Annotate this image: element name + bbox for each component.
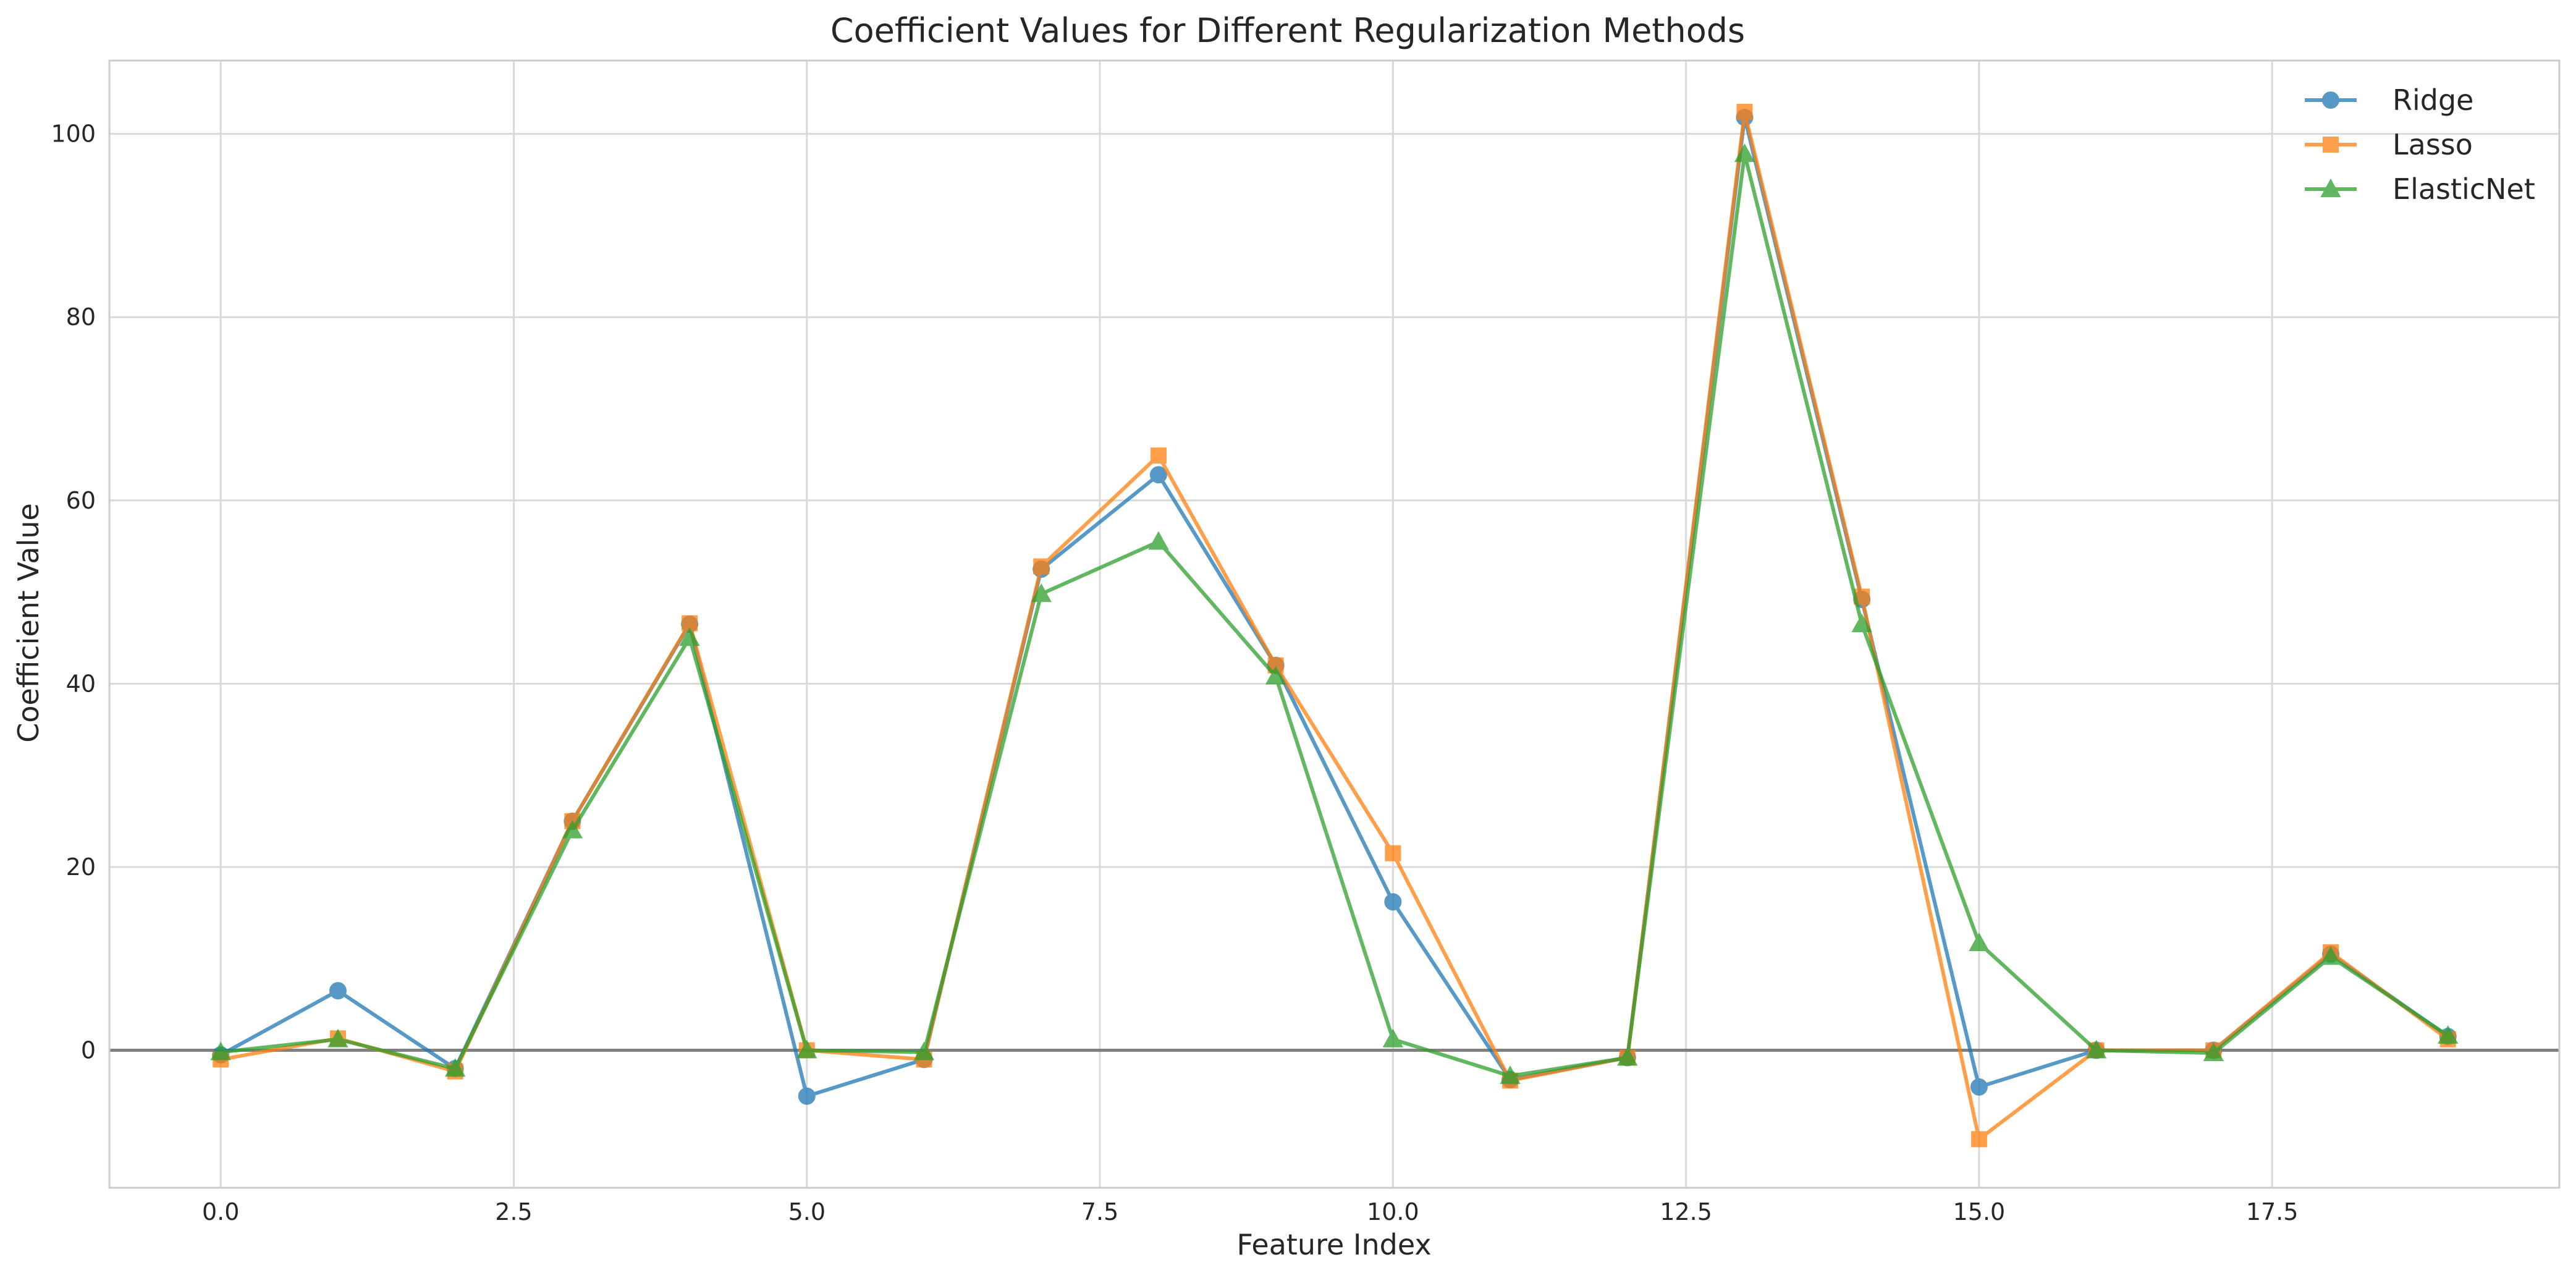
- data-point-elasticnet: [327, 1028, 348, 1047]
- data-point-elasticnet: [2320, 946, 2341, 965]
- x-tick-label: 15.0: [1953, 1198, 2006, 1225]
- data-point-elasticnet: [1148, 531, 1169, 550]
- data-point-elasticnet: [1265, 666, 1286, 685]
- legend-swatch-elasticnet: [2305, 178, 2357, 197]
- legend-marker-elasticnet: [2320, 178, 2341, 197]
- data-point-ridge: [1149, 466, 1167, 484]
- y-tick-label: 100: [51, 121, 96, 148]
- y-tick-label: 20: [66, 853, 96, 881]
- data-point-elasticnet: [796, 1039, 817, 1059]
- data-point-elasticnet: [210, 1041, 231, 1060]
- x-tick-label: 7.5: [1081, 1198, 1118, 1225]
- data-point-elasticnet: [562, 819, 583, 839]
- legend-marker-lasso: [2323, 137, 2339, 153]
- data-point-elasticnet: [1851, 613, 1872, 632]
- legend-marker-ridge: [2322, 91, 2339, 109]
- data-point-lasso: [1970, 1131, 1987, 1148]
- data-point-elasticnet: [1734, 143, 1755, 163]
- data-point-elasticnet: [2203, 1042, 2224, 1062]
- data-point-ridge: [1384, 893, 1402, 911]
- data-point-elasticnet: [1969, 932, 1990, 952]
- legend-label-elasticnet: ElasticNet: [2392, 172, 2535, 206]
- data-point-elasticnet: [1617, 1047, 1638, 1066]
- grid: [109, 61, 2559, 1188]
- legend-label-ridge: Ridge: [2392, 83, 2473, 117]
- legend-entry-elasticnet: ElasticNet: [2305, 172, 2535, 206]
- series-line-elasticnet: [220, 152, 2449, 1078]
- data-point-lasso: [1736, 104, 1753, 121]
- chart-title: Coefficient Values for Different Regular…: [830, 11, 1745, 50]
- data-point-elasticnet: [1382, 1028, 1404, 1047]
- x-tick-label: 17.5: [2246, 1198, 2299, 1225]
- data-point-ridge: [1970, 1078, 1988, 1096]
- legend-swatch-lasso: [2305, 137, 2357, 153]
- data-point-elasticnet: [913, 1041, 935, 1060]
- data-point-ridge: [329, 982, 347, 1000]
- data-point-lasso: [1033, 558, 1050, 575]
- x-tick-label: 2.5: [495, 1198, 532, 1225]
- data-point-elasticnet: [2085, 1039, 2107, 1059]
- x-tick-label: 0.0: [202, 1198, 239, 1225]
- legend-entry-ridge: Ridge: [2305, 83, 2473, 117]
- y-axis-ticks: 0 20 40 60 80 100: [51, 121, 96, 1064]
- y-tick-label: 40: [66, 670, 96, 697]
- data-point-elasticnet: [679, 627, 700, 646]
- legend: Ridge Lasso ElasticNet: [2305, 83, 2535, 206]
- y-axis-label: Coefficient Value: [12, 503, 45, 743]
- y-tick-label: 0: [81, 1037, 96, 1064]
- data-point-ridge: [798, 1087, 816, 1105]
- y-tick-label: 60: [66, 487, 96, 514]
- x-tick-label: 10.0: [1367, 1198, 1419, 1225]
- legend-entry-lasso: Lasso: [2305, 128, 2473, 161]
- x-axis-ticks: 0.0 2.5 5.0 7.5 10.0 12.5 15.0 17.5: [202, 1198, 2298, 1225]
- data-point-elasticnet: [1500, 1065, 1521, 1085]
- plot-frame: [108, 59, 2561, 1189]
- series-elasticnet: [210, 143, 2459, 1085]
- y-tick-label: 80: [66, 303, 96, 331]
- data-point-lasso: [1150, 447, 1167, 464]
- data-point-elasticnet: [444, 1058, 466, 1077]
- data-point-lasso: [1385, 845, 1401, 861]
- x-tick-label: 12.5: [1660, 1198, 1712, 1225]
- x-axis-label: Feature Index: [1236, 1228, 1431, 1261]
- legend-swatch-ridge: [2305, 91, 2357, 109]
- series-line-lasso: [220, 110, 2449, 1141]
- x-tick-label: 5.0: [788, 1198, 826, 1225]
- data-point-elasticnet: [1031, 583, 1052, 603]
- series-layer: [210, 104, 2459, 1148]
- legend-label-lasso: Lasso: [2392, 128, 2473, 161]
- data-point-elasticnet: [2438, 1025, 2459, 1044]
